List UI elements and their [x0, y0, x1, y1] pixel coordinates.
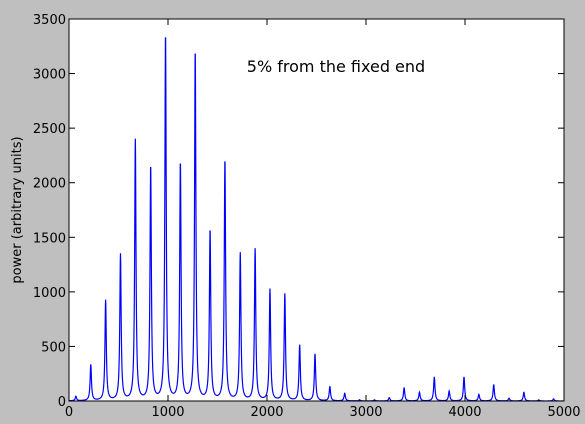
axes-frame: [68, 18, 565, 402]
y-tick-label: 500: [41, 340, 66, 355]
tick-labels: 0 1000 2000 3000 4000 5000 0 500 1000 1500 2000 250…: [33, 13, 581, 420]
y-axis-label: power (arbitrary units): [10, 136, 25, 283]
plot-area: [69, 37, 564, 402]
x-tick-label: 3000: [349, 405, 382, 420]
annotation-label: 5% from the fixed end: [247, 57, 425, 76]
y-tick-label: 3500: [33, 13, 66, 28]
x-tick-label: 0: [65, 405, 73, 420]
y-tick-label: 2000: [33, 177, 66, 192]
x-tick-label: 1000: [151, 405, 184, 420]
axes-background: [69, 19, 564, 401]
y-tick-label: 2500: [33, 122, 66, 137]
y-tick-label: 1000: [33, 286, 66, 301]
y-tick-label: 0: [58, 395, 66, 410]
y-tick-label: 1500: [33, 231, 66, 246]
x-tick-label: 2000: [250, 405, 283, 420]
x-tick-label: 5000: [547, 405, 580, 420]
y-tick-label: 3000: [33, 68, 66, 83]
ticks: [68, 18, 565, 402]
series-line: [69, 37, 564, 402]
x-tick-label: 4000: [448, 405, 481, 420]
